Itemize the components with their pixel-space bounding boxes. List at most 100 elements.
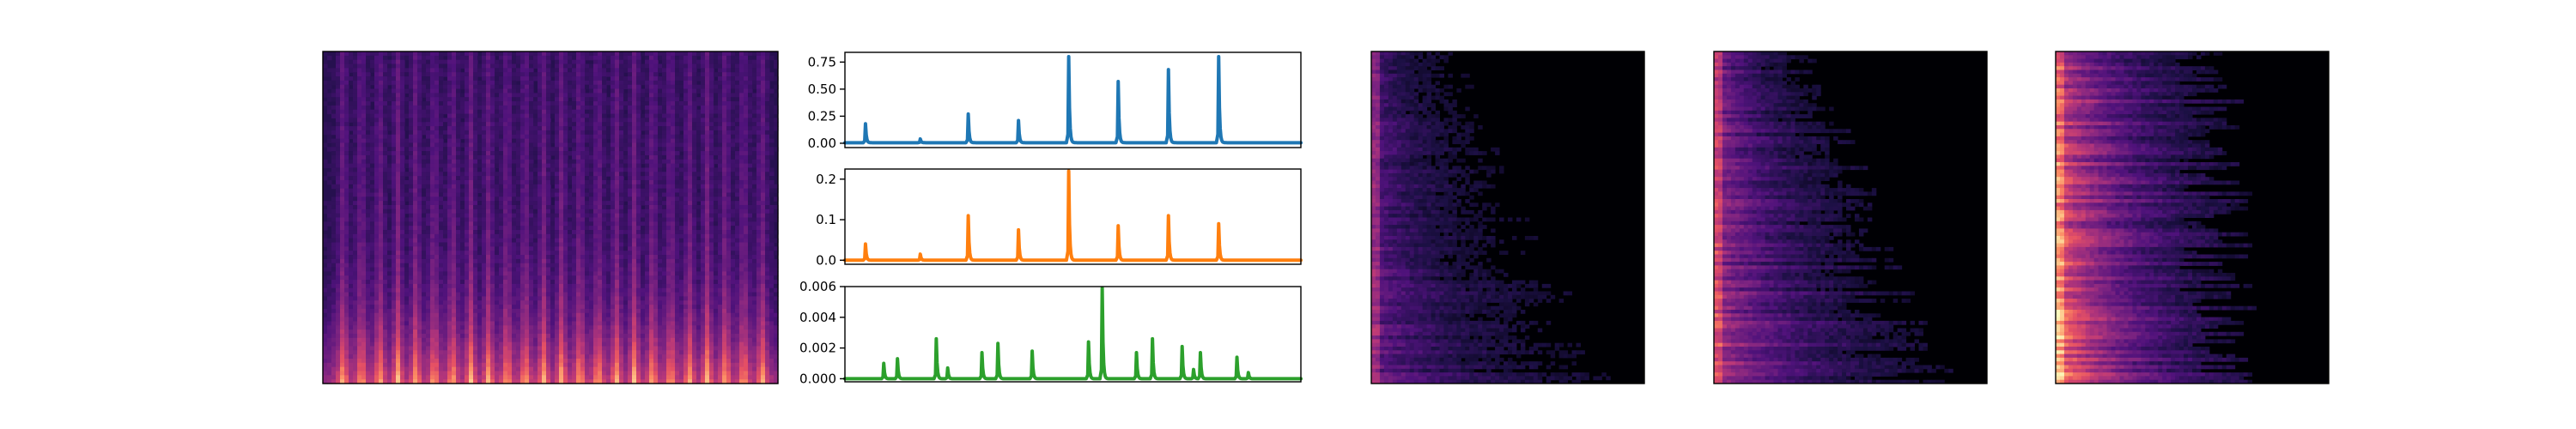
spectrogram-cell (344, 159, 349, 165)
spectrogram-cell (576, 346, 581, 351)
spectrogram-cell (434, 105, 440, 111)
spectrogram-cell (383, 329, 388, 335)
spectrogram-cell (533, 358, 538, 364)
spectrogram-cell (460, 325, 465, 330)
spectrogram-cell (353, 134, 358, 140)
spectrogram-cell (443, 287, 448, 293)
spectrogram-cell (357, 72, 362, 77)
spectrogram-cell (327, 329, 332, 335)
spectrogram-cell (516, 238, 521, 244)
spectrogram-cell (563, 84, 568, 90)
spectrogram-cell (413, 84, 418, 90)
spectrogram-cell (572, 172, 577, 177)
spectrogram-cell (361, 84, 367, 90)
spectrogram-cell (452, 163, 457, 169)
spectrogram-cell (585, 109, 590, 115)
spectrogram-cell (538, 105, 543, 111)
spectrogram-cell (533, 130, 538, 136)
spectrogram-cell (426, 305, 431, 310)
spectrogram-cell (538, 242, 543, 247)
spectrogram-cell (495, 93, 500, 98)
spectrogram-cell (439, 267, 444, 272)
spectrogram-cell (327, 138, 332, 144)
spectrogram-cell (529, 68, 534, 73)
spectrogram-cell (525, 242, 530, 247)
spectrogram-cell (533, 63, 538, 69)
spectrogram-cell (568, 188, 573, 194)
spectrogram-cell (568, 354, 573, 360)
spectrogram-cell (559, 51, 564, 57)
spectrogram-cell (546, 354, 551, 360)
spectrogram-cell (426, 101, 431, 106)
spectrogram-cell (572, 346, 577, 351)
spectrogram-cell (336, 321, 341, 326)
spectrogram-cell (336, 362, 341, 368)
spectrogram-cell (323, 80, 328, 86)
spectrogram-cell (477, 88, 483, 94)
spectrogram-cell (525, 258, 530, 264)
spectrogram-cell (439, 233, 444, 239)
spectrogram-cell (361, 163, 367, 169)
spectrogram-cell (580, 341, 586, 347)
spectrogram-cell (383, 283, 388, 289)
spectrogram-cell (482, 296, 487, 301)
spectrogram-cell (353, 59, 358, 65)
spectrogram-cell (550, 275, 556, 281)
spectrogram-cell (593, 238, 598, 244)
spectrogram-cell (452, 147, 457, 152)
spectrogram-cell (374, 113, 380, 118)
spectrogram-cell (486, 122, 491, 127)
spectrogram-cell (439, 76, 444, 82)
spectrogram-cell (353, 84, 358, 90)
spectrogram-cell (430, 292, 435, 298)
spectrogram-cell (593, 350, 598, 355)
spectrogram-cell (447, 354, 453, 360)
spectrogram-cell (499, 204, 504, 210)
spectrogram-cell (477, 267, 483, 272)
spectrogram-cell (336, 179, 341, 185)
spectrogram-cell (469, 105, 474, 111)
spectrogram-cell (507, 292, 513, 298)
spectrogram-cell (447, 109, 453, 115)
spectrogram-cell (379, 134, 384, 140)
spectrogram-cell (396, 142, 401, 148)
spectrogram-cell (452, 118, 457, 123)
spectrogram-cell (430, 329, 435, 335)
spectrogram-cell (387, 371, 392, 376)
spectrogram-cell (546, 362, 551, 368)
spectrogram-cell (331, 366, 337, 372)
spectrogram-cell (400, 109, 405, 115)
spectrogram-cell (482, 142, 487, 148)
spectrogram-cell (465, 275, 470, 281)
spectrogram-cell (422, 271, 427, 276)
spectrogram-cell (396, 163, 401, 169)
spectrogram-cell (520, 246, 526, 251)
spectrogram-cell (589, 208, 594, 214)
spectrogram-cell (516, 179, 521, 185)
spectrogram-cell (392, 172, 397, 177)
spectrogram-cell (456, 176, 461, 181)
spectrogram-cell (460, 267, 465, 272)
spectrogram-cell (460, 109, 465, 115)
spectrogram-cell (331, 72, 337, 77)
spectrogram-cell (422, 230, 427, 235)
spectrogram-cell (452, 305, 457, 310)
spectrogram-cell (585, 208, 590, 214)
spectrogram-cell (340, 329, 345, 335)
spectrogram-cell (499, 255, 504, 260)
spectrogram-cell (550, 251, 556, 256)
spectrogram-cell (555, 275, 560, 281)
spectrogram-cell (525, 142, 530, 148)
spectrogram-cell (460, 188, 465, 194)
spectrogram-cell (572, 55, 577, 61)
spectrogram-cell (447, 233, 453, 239)
spectrogram-cell (404, 305, 410, 310)
spectrogram-cell (323, 346, 328, 351)
spectrogram-cell (349, 275, 354, 281)
spectrogram-cell (477, 263, 483, 269)
spectrogram-cell (366, 118, 371, 123)
spectrogram-cell (593, 246, 598, 251)
spectrogram-cell (516, 317, 521, 323)
spectrogram-cell (533, 113, 538, 118)
spectrogram-cell (516, 154, 521, 160)
